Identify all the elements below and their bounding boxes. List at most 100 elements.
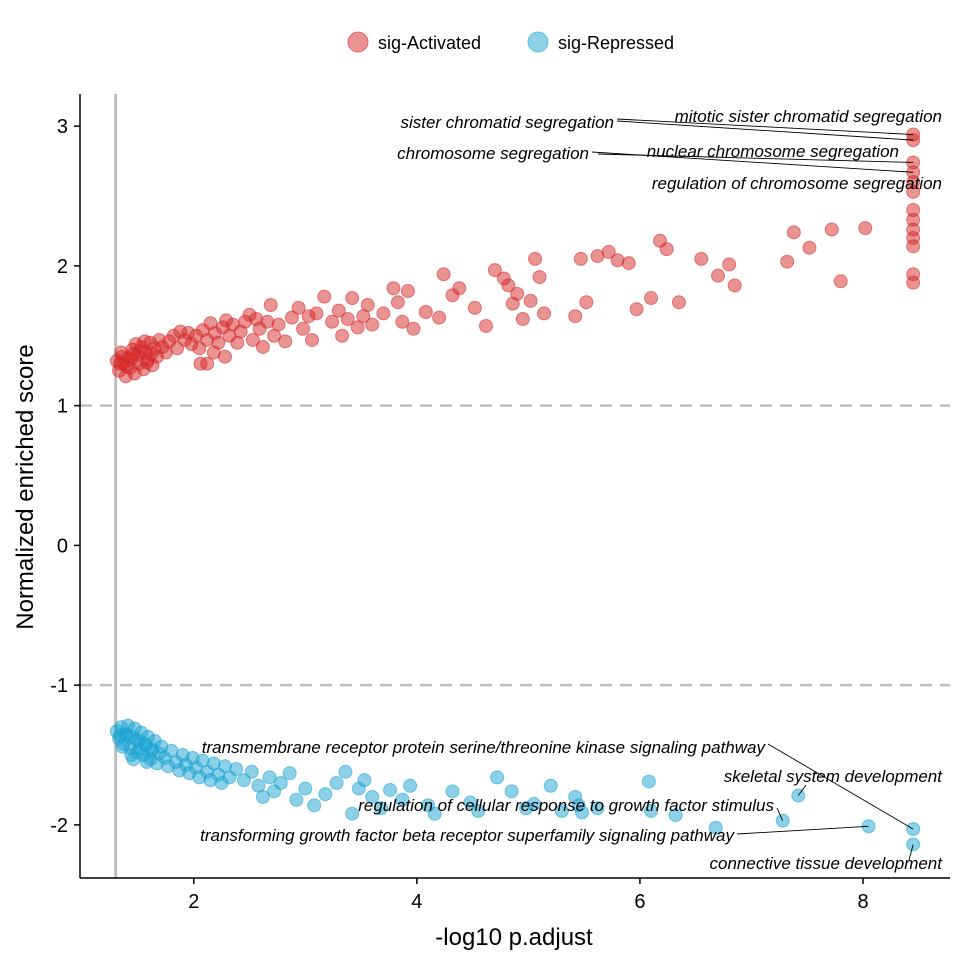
data-point-activated [406, 321, 421, 336]
data-point-activated [432, 310, 447, 325]
data-point-repressed [445, 784, 460, 799]
data-point-repressed [554, 803, 569, 818]
data-point-activated [467, 300, 482, 315]
x-tick-label: 6 [634, 891, 645, 913]
data-point-repressed [365, 789, 380, 804]
data-point-activated [479, 318, 493, 333]
data-point-activated [694, 251, 709, 266]
data-point-repressed [244, 764, 259, 779]
data-point-repressed [282, 766, 297, 781]
annotation-label: transmembrane receptor protein serine/th… [202, 738, 767, 757]
annotation-leader-line [616, 120, 914, 141]
annotation-leader-line [908, 179, 914, 183]
y-tick-label: 1 [57, 396, 68, 418]
data-point-activated [278, 334, 293, 349]
legend-marker-repressed [527, 31, 549, 53]
data-point-repressed [113, 728, 128, 743]
data-point-activated [376, 306, 391, 321]
legend-label-repressed: sig-Repressed [558, 33, 674, 53]
x-tick-label: 2 [188, 891, 199, 913]
annotation-label: sister chromatid segregation [400, 113, 614, 132]
data-point-activated [200, 356, 215, 371]
data-point-activated [579, 295, 594, 310]
data-point-repressed [255, 789, 270, 804]
data-point-repressed [471, 803, 486, 818]
data-point-activated [487, 263, 502, 278]
data-point-activated [906, 184, 921, 199]
data-point-activated [331, 303, 346, 318]
data-point-activated [436, 267, 451, 282]
legend: sig-Activated sig-Repressed [347, 31, 674, 53]
y-tick-label: 3 [57, 116, 68, 138]
data-point-activated [727, 278, 742, 293]
data-point-activated [802, 240, 817, 255]
data-point-activated [395, 314, 410, 329]
data-point-activated [452, 281, 467, 296]
data-point-repressed [708, 820, 723, 835]
data-point-activated [144, 346, 159, 361]
annotation-label: nuclear chromosome segregation [647, 142, 899, 161]
data-point-repressed [403, 778, 418, 793]
data-point-activated [400, 284, 415, 299]
annotation-leader-line [776, 807, 784, 821]
data-point-repressed [262, 770, 277, 785]
data-point-activated [291, 300, 306, 315]
data-point-activated [309, 306, 324, 321]
annotation-leader-line [736, 825, 869, 835]
data-point-activated [523, 293, 538, 308]
data-point-activated [386, 281, 401, 296]
data-point-repressed [395, 792, 410, 807]
data-point-activated [568, 309, 583, 324]
data-point-repressed [490, 770, 505, 785]
data-point-repressed [668, 808, 683, 823]
data-point-repressed [526, 796, 541, 811]
data-point-activated [644, 291, 659, 306]
data-point-activated [659, 242, 674, 257]
data-point-activated [325, 314, 340, 329]
data-point-repressed [574, 805, 589, 820]
data-point-activated [317, 289, 332, 304]
x-tick-label: 8 [857, 891, 868, 913]
data-point-activated [573, 251, 588, 266]
data-point-activated [271, 317, 286, 332]
data-point-activated [255, 339, 270, 354]
data-point-activated [629, 302, 644, 317]
data-point-repressed [641, 774, 656, 789]
data-point-activated [786, 225, 801, 240]
data-point-activated [418, 305, 433, 320]
data-point-activated [365, 317, 380, 332]
annotation-leader-line [908, 844, 914, 861]
data-point-activated [510, 286, 525, 301]
data-point-activated [833, 274, 848, 289]
data-point-activated [780, 254, 795, 269]
data-point-repressed [289, 792, 304, 807]
data-point-activated [245, 332, 260, 347]
data-point-activated [340, 311, 355, 326]
data-point-activated [113, 356, 128, 371]
data-point-repressed [357, 773, 372, 788]
data-point-activated [137, 334, 152, 349]
data-point-activated [218, 349, 232, 364]
data-point-activated [296, 321, 311, 336]
data-point-activated [335, 328, 350, 343]
annotation-label: skeletal system development [724, 767, 944, 786]
data-point-repressed [126, 752, 141, 767]
data-point-repressed [383, 782, 398, 797]
data-point-activated [621, 256, 636, 271]
data-point-repressed [345, 806, 360, 821]
data-point-activated [515, 311, 530, 326]
legend-marker-activated [347, 31, 369, 53]
x-axis-title: -log10 p.adjust [435, 924, 593, 951]
data-point-activated [532, 270, 547, 285]
data-point-activated [671, 295, 686, 310]
y-tick-label: -1 [50, 675, 68, 697]
data-point-repressed [374, 801, 389, 816]
plot-area: -2 -1 0 1 2 3 2 4 6 8 mitotic sister chromatid seg… [50, 94, 950, 913]
data-point-activated [711, 268, 725, 283]
annotation-label: mitotic sister chromatid segregation [675, 107, 942, 126]
annotation-leader-line [591, 151, 914, 173]
annotation-leader-line [767, 743, 914, 830]
data-point-activated [345, 291, 360, 306]
